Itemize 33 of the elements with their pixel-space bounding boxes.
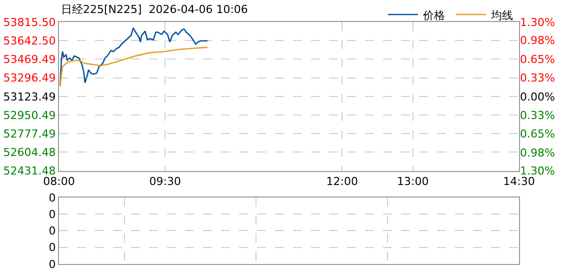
y-tick-label: 53296.49 xyxy=(3,72,56,85)
y-tick-label: 53642.50 xyxy=(3,34,56,48)
line-series xyxy=(60,46,208,87)
text: 0 xyxy=(48,258,56,271)
x-tick-label: 12:00 xyxy=(326,175,358,188)
y-tick-label: 53123.49 xyxy=(3,90,56,104)
legend-label: 均线 xyxy=(490,8,513,22)
y2-tick-label: 1.30% xyxy=(520,164,555,178)
text: 0 xyxy=(48,224,56,238)
chart-title: 日经225[N225] 2026-04-06 10:06 xyxy=(61,3,248,16)
y2-tick-label: 0.33% xyxy=(520,109,555,122)
x-tick-label: 14:30 xyxy=(503,175,535,188)
y-tick-label: 52950.49 xyxy=(3,108,56,122)
y2-tick-label: 0.00% xyxy=(520,90,555,104)
text: 0 xyxy=(48,208,56,221)
y2-tick-label: 1.30% xyxy=(520,16,555,29)
line-series xyxy=(60,27,208,87)
text: 0 xyxy=(48,191,56,204)
y2-tick-label: 0.98% xyxy=(520,34,555,48)
y-tick-label: 52431.48 xyxy=(3,164,56,178)
y2-tick-label: 0.33% xyxy=(520,71,555,84)
y-tick-label: 53815.50 xyxy=(3,16,56,29)
x-tick-label: 08:00 xyxy=(43,175,75,188)
x-tick-label: 09:30 xyxy=(149,175,181,188)
y2-tick-label: 0.98% xyxy=(520,146,555,160)
x-tick-label: 13:00 xyxy=(397,175,429,188)
y-tick-label: 52777.49 xyxy=(3,127,56,140)
text: 0 xyxy=(48,241,56,254)
legend-label: 价格 xyxy=(422,8,445,22)
y-tick-label: 53469.49 xyxy=(3,53,56,66)
y2-tick-label: 0.65% xyxy=(520,53,555,66)
y-tick-label: 52604.48 xyxy=(3,146,56,160)
y2-tick-label: 0.65% xyxy=(520,127,555,140)
